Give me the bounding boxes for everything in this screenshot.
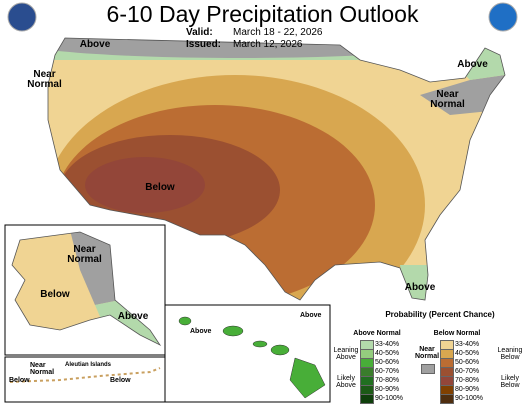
map-label: Below bbox=[9, 377, 30, 384]
legend-swatch bbox=[360, 394, 374, 404]
alaska-outline bbox=[11, 231, 162, 347]
legend-likely: Likely Below bbox=[500, 375, 520, 389]
issued-date: March 12, 2026 bbox=[233, 39, 303, 50]
legend-heading: Above Normal bbox=[353, 330, 401, 337]
legend-range: 60-70% bbox=[455, 368, 480, 375]
map-label: Near Normal bbox=[67, 244, 102, 265]
legend-range: 40-50% bbox=[375, 350, 400, 357]
legend-range: 50-60% bbox=[455, 359, 480, 366]
legend-range: 70-80% bbox=[375, 377, 400, 384]
legend-range: 33-40% bbox=[375, 341, 400, 348]
legend-range: 80-90% bbox=[375, 386, 400, 393]
legend-range: 90-100% bbox=[375, 395, 404, 402]
legend-leaning: Leaning Below bbox=[497, 347, 523, 361]
legend-range: 90-100% bbox=[455, 395, 484, 402]
legend-near-heading: Near Normal bbox=[415, 346, 440, 360]
map-label: Near Normal bbox=[30, 362, 55, 376]
legend-heading: Below Normal bbox=[433, 330, 481, 337]
hawaii bbox=[178, 316, 326, 399]
legend-range: 70-80% bbox=[455, 377, 480, 384]
aleutian-box bbox=[4, 356, 166, 403]
aleutian-islands bbox=[9, 367, 161, 383]
legend-range: 80-90% bbox=[455, 386, 480, 393]
doc-logo bbox=[7, 2, 37, 32]
legend-swatch bbox=[421, 364, 435, 374]
map-label: Above bbox=[300, 312, 322, 319]
legend-range: 50-60% bbox=[375, 359, 400, 366]
noaa-logo bbox=[488, 2, 518, 32]
map-label: Below bbox=[145, 182, 175, 193]
map-label: Above bbox=[457, 59, 488, 70]
map-label: Above bbox=[79, 39, 111, 50]
legend-range: 60-70% bbox=[375, 368, 400, 375]
legend-range: 40-50% bbox=[455, 350, 480, 357]
map-label: Aleutian Islands bbox=[65, 362, 112, 368]
legend-range: 33-40% bbox=[455, 341, 480, 348]
legend-title: Probability (Percent Chance) bbox=[385, 310, 495, 319]
title: 6-10 Day Precipitation Outlook bbox=[106, 1, 419, 27]
map-label: Near Normal bbox=[430, 89, 465, 110]
conus-outline bbox=[47, 37, 506, 301]
map-label: Above bbox=[404, 282, 436, 293]
valid-dates: March 18 - 22, 2026 bbox=[233, 27, 323, 38]
valid-label: Valid: bbox=[186, 27, 213, 38]
map-label: Above bbox=[117, 311, 149, 322]
legend-leaning: Leaning Above bbox=[333, 347, 359, 361]
map-label: Above bbox=[190, 328, 212, 335]
legend-swatch bbox=[440, 394, 454, 404]
legend-likely: Likely Above bbox=[336, 375, 356, 389]
map-label: Below bbox=[110, 377, 131, 384]
map-label: Below bbox=[40, 289, 70, 300]
issued-label: Issued: bbox=[186, 39, 222, 50]
map-label: Near Normal bbox=[27, 69, 62, 90]
